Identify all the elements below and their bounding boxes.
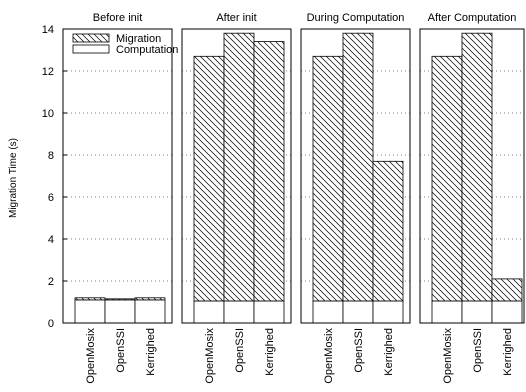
category-label: Kerrighed bbox=[264, 328, 276, 376]
bar-migration bbox=[253, 41, 285, 302]
bar-migration bbox=[461, 32, 493, 302]
group-title: After init bbox=[216, 12, 256, 24]
y-tick-label: 0 bbox=[48, 318, 54, 330]
bar-migration bbox=[223, 32, 255, 302]
y-axis: 0 2 4 6 8 10 12 14 bbox=[42, 24, 67, 330]
bar-computation bbox=[193, 300, 225, 324]
category-label: OpenMosix bbox=[442, 328, 454, 384]
bar-computation bbox=[104, 299, 136, 324]
y-tick-label: 14 bbox=[42, 24, 54, 36]
category-label: OpenMosix bbox=[85, 328, 97, 384]
bar-computation bbox=[74, 299, 106, 324]
group-title: During Computation bbox=[307, 12, 405, 24]
bar-migration bbox=[431, 55, 463, 302]
panel-frame bbox=[62, 28, 173, 324]
bar-migration bbox=[342, 32, 374, 302]
panel-frame bbox=[300, 28, 411, 324]
category-label: OpenSSI bbox=[115, 328, 127, 373]
category-label: OpenMosix bbox=[204, 328, 216, 384]
legend-label: Computation bbox=[116, 44, 178, 56]
bar-migration bbox=[193, 55, 225, 302]
bar-migration bbox=[491, 278, 523, 302]
category-label: OpenSSI bbox=[353, 328, 365, 373]
group-title: Before init bbox=[93, 12, 143, 24]
group-title: After Computation bbox=[428, 12, 517, 24]
category-labels: OpenMosix OpenSSI Kerrighed OpenMosix OpenSS… bbox=[85, 328, 514, 384]
bar-computation bbox=[431, 300, 463, 324]
bars bbox=[74, 32, 523, 324]
category-label: Kerrighed bbox=[145, 328, 157, 376]
category-label: Kerrighed bbox=[383, 328, 395, 376]
plot-frames: Before init After init During Computation A… bbox=[62, 12, 525, 324]
bar-migration bbox=[104, 298, 136, 301]
legend-swatch bbox=[72, 44, 110, 54]
y-tick-label: 12 bbox=[42, 66, 54, 78]
bar-computation bbox=[372, 300, 404, 324]
legend-swatch bbox=[72, 33, 110, 43]
y-tick-label: 4 bbox=[48, 234, 54, 246]
y-tick-label: 10 bbox=[42, 108, 54, 120]
bar-migration bbox=[372, 160, 404, 302]
category-label: OpenSSI bbox=[472, 328, 484, 373]
bar-computation bbox=[312, 300, 344, 324]
bar-computation bbox=[342, 300, 374, 324]
category-label: Kerrighed bbox=[502, 328, 514, 376]
bar-migration bbox=[74, 297, 106, 301]
category-label: OpenSSI bbox=[234, 328, 246, 373]
legend-label: Migration bbox=[116, 33, 161, 45]
panel-frame bbox=[419, 28, 525, 324]
bar-computation bbox=[134, 299, 166, 324]
bar-migration bbox=[312, 55, 344, 302]
panel-frame bbox=[181, 28, 292, 324]
y-axis-label: Migration Time (s) bbox=[8, 138, 19, 218]
category-label: OpenMosix bbox=[323, 328, 335, 384]
bar-computation bbox=[253, 300, 285, 324]
y-tick-label: 2 bbox=[48, 276, 54, 288]
y-tick-label: 8 bbox=[48, 150, 54, 162]
bar-computation bbox=[491, 300, 523, 324]
bar-computation bbox=[223, 300, 255, 324]
bar-computation bbox=[461, 300, 493, 324]
bar-migration bbox=[134, 297, 166, 301]
y-tick-label: 6 bbox=[48, 192, 54, 204]
